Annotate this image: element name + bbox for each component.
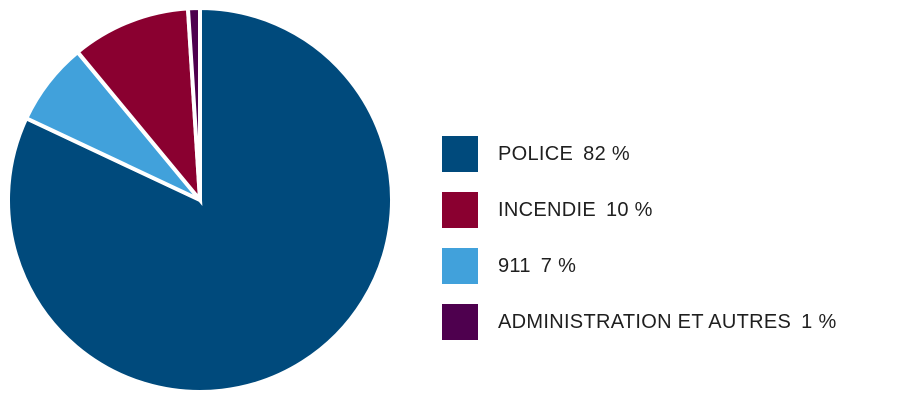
- legend-item-incendie: INCENDIE 10 %: [442, 192, 920, 228]
- pie-slice-administration-et-autres: [185, 5, 202, 201]
- legend-label-incendie: INCENDIE 10 %: [498, 198, 653, 221]
- chart-legend: POLICE 82 % INCENDIE 10 % 911 7 % ADMINISTR…: [442, 136, 920, 360]
- legend-swatch-incendie: [442, 192, 478, 228]
- legend-swatch-911: [442, 248, 478, 284]
- legend-value-incendie: 10 %: [605, 198, 653, 221]
- legend-item-police: POLICE 82 %: [442, 136, 920, 172]
- legend-swatch-police: [442, 136, 478, 172]
- pie-slice-incendie: [74, 6, 203, 207]
- legend-item-administration: ADMINISTRATION ET AUTRES 1 %: [442, 304, 920, 340]
- legend-item-911: 911 7 %: [442, 248, 920, 284]
- legend-value-administration: 1 %: [801, 310, 837, 333]
- legend-label-911: 911 7 %: [498, 254, 577, 277]
- legend-label-police: POLICE 82 %: [498, 142, 630, 165]
- legend-value-police: 82 %: [583, 142, 630, 165]
- legend-value-911: 7 %: [540, 254, 577, 277]
- legend-label-administration: ADMINISTRATION ET AUTRES 1 %: [498, 310, 837, 333]
- legend-swatch-administration: [442, 304, 478, 340]
